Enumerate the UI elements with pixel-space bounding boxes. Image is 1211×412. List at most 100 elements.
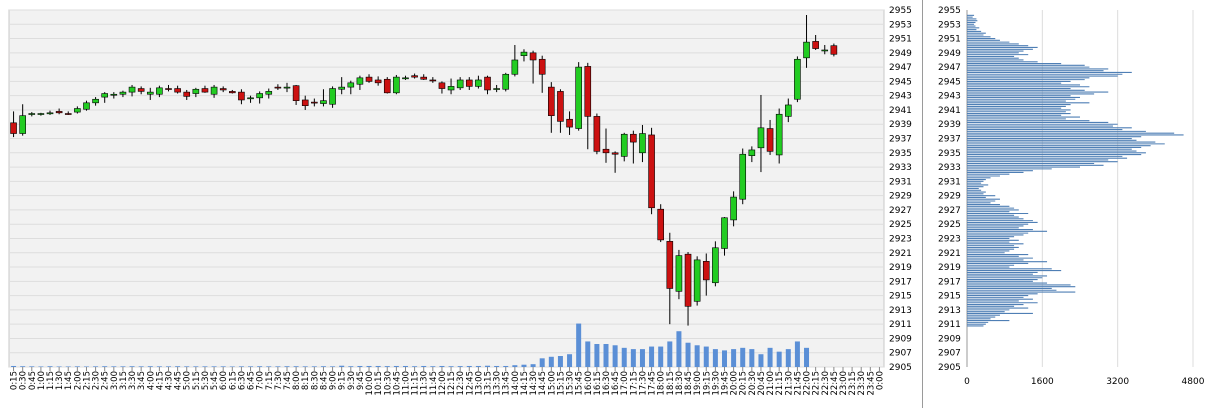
candle-body [794,58,801,100]
volume-bar [521,364,527,367]
volume-bar [585,341,591,367]
volume-bar [485,365,491,367]
volume-bar [202,366,208,367]
time-tick-label: 10:45 [392,371,402,396]
candle [748,146,756,163]
price-tick-label: 2931 [889,177,912,187]
candle-body [721,217,728,249]
time-tick-label: 22:00 [803,371,813,396]
candle-body [265,91,273,95]
time-tick-label: 1:00 [37,371,47,390]
candle [402,75,409,80]
candle [210,84,218,98]
volume-bar [56,366,62,367]
price-tick-label: 2947 [889,63,912,73]
time-tick-label: 15:45 [575,371,585,396]
candle-body [538,58,546,75]
candle-body [55,111,63,114]
candle-body [648,134,655,209]
price-tick-label: 2939 [889,120,912,130]
volume-bar [658,346,664,367]
volume-bar [293,366,299,367]
time-tick-label: 20:30 [748,371,758,396]
profile-volume-tick-label: 1600 [1031,377,1054,387]
candle [830,43,838,57]
candle-body [83,102,90,110]
price-tick-label: 2923 [889,234,912,244]
candle-body [757,127,765,149]
candle-body [529,52,537,61]
candle [538,55,546,93]
plot-area [8,9,885,368]
candle-body [429,79,437,82]
time-tick-label: 18:15 [666,371,676,396]
candle-body [657,208,664,241]
candle-body [247,97,254,100]
candle-body [165,88,172,90]
candle [411,73,418,79]
time-tick-label: 7:15 [265,371,275,390]
time-tick-label: 11:30 [420,371,430,396]
time-tick-label: 0:15 [10,371,20,390]
time-tick-label: 23:30 [857,371,867,396]
candle [784,98,792,123]
volume-bar [102,366,108,367]
candle [630,130,637,164]
time-tick-label: 15:30 [566,371,576,396]
time-tick-label: 6:00 [219,371,229,390]
volume-bar [785,349,791,367]
candle [484,75,491,95]
volume-bar [65,366,71,367]
candle-body [584,66,592,117]
candle-body [557,91,564,122]
price-tick-label: 2917 [889,277,912,287]
time-tick-label: 2:00 [73,371,83,390]
candle-body [402,77,409,80]
candle [74,106,81,114]
profile-price-tick-label: 2907 [938,349,961,359]
candle [657,204,664,243]
time-tick-label: 14:00 [511,371,521,396]
candle [757,94,765,173]
volume-bar [147,366,153,367]
candle-body [101,93,109,98]
volume-bar [676,331,682,367]
volume-bar [211,366,217,367]
time-tick-label: 21:00 [766,371,776,396]
volume-bar [630,349,636,367]
time-tick-label: 17:45 [648,371,658,396]
time-tick-label: 18:30 [675,371,685,396]
candle-body [338,86,345,90]
candle [292,84,300,105]
volume-bar [384,366,390,367]
candle-body [411,75,418,78]
candle [429,77,437,83]
candle-body [784,104,792,117]
candle-body [238,91,245,101]
time-tick-label: 13:15 [484,371,494,396]
candle [46,110,54,115]
time-tick-label: 20:15 [739,371,749,396]
time-tick-label: 12:00 [438,371,448,396]
time-tick-label: 23:45 [866,371,876,396]
time-tick-label: 19:30 [711,371,721,396]
volume-bar [548,356,554,367]
time-tick-label: 3:30 [128,371,138,390]
candle-body [119,91,127,95]
profile-volume-axis: 0 1600 3200 4800 [964,377,1205,387]
time-tick-label: 20:45 [757,371,767,396]
price-tick-label: 2935 [889,149,912,159]
price-tick-label: 2937 [889,135,912,145]
candle [110,92,118,99]
candle-body [137,88,145,92]
price-tick-label: 2915 [889,292,912,302]
volume-bar [794,341,800,367]
volume-bar [339,365,345,367]
candle [611,151,619,173]
volume-bar [93,366,99,367]
candle-body [475,79,482,87]
time-tick-label: 12:30 [456,371,466,396]
volume-bar [348,366,354,367]
candle-body [447,86,455,91]
volume-bar [804,347,810,367]
